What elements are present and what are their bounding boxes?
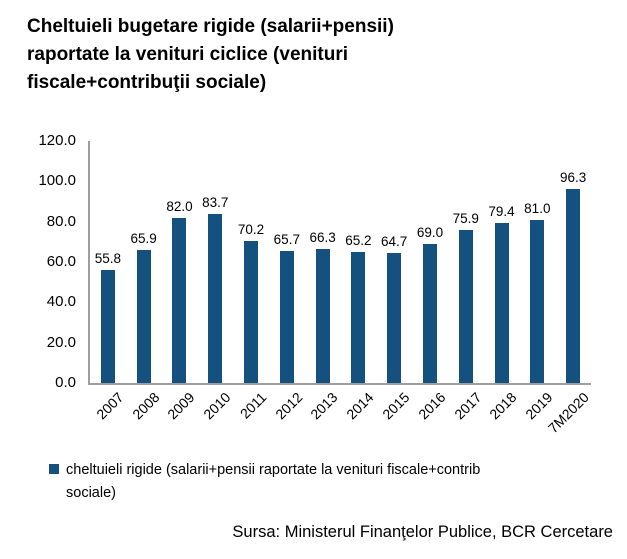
- bar-2011: [244, 241, 259, 383]
- y-tick-label: 60.0: [46, 253, 76, 270]
- bar-value-label: 81.0: [524, 200, 551, 216]
- x-axis-tick-labels: 2007 2008 2009 2010 2011 2012 2013 2014 2015 2016…: [90, 389, 592, 451]
- bar-2019: [530, 219, 545, 383]
- bar-2010: [208, 214, 223, 383]
- source-attribution: Sursa: Ministerul Finanţelor Publice, BC…: [232, 523, 613, 541]
- bar-value-label: 82.0: [166, 198, 193, 214]
- bar-value-label: 65.2: [345, 232, 372, 248]
- y-tick-label: 0.0: [55, 374, 76, 391]
- x-tick-label-2013: 2013: [307, 389, 341, 423]
- bar-value-label: 70.2: [237, 222, 265, 238]
- y-tick-label: 100.0: [38, 172, 76, 190]
- bar-value-label: 64.7: [381, 233, 408, 249]
- bar-value-label: 83.7: [202, 195, 229, 211]
- x-tick-label-2017: 2017: [450, 389, 485, 423]
- bar-value-label: 69.0: [416, 224, 444, 240]
- y-axis-tick-labels: 120.0 100.0 80.0 60.0 40.0 20.0 0.0: [0, 132, 76, 391]
- bar-value-label: 79.4: [488, 203, 515, 219]
- chart-legend: cheltuieli rigide (salarii+pensii raport…: [49, 459, 594, 505]
- bar-2018: [494, 222, 509, 383]
- bar-2008: [136, 250, 151, 383]
- bar-7M2020: [566, 188, 581, 383]
- bar-2007: [100, 270, 115, 383]
- bar-2015: [387, 252, 402, 383]
- y-tick-label: 80.0: [46, 212, 76, 230]
- y-tick-label: 40.0: [46, 293, 76, 311]
- x-tick-label-2011: 2011: [236, 389, 270, 422]
- bar-2014: [351, 251, 366, 383]
- x-tick-label-2012: 2012: [271, 389, 306, 423]
- y-tick-label: 120.0: [38, 132, 76, 149]
- x-tick-label-2007: 2007: [92, 389, 127, 423]
- x-tick-label-2010: 2010: [200, 389, 234, 423]
- x-tick-label-2008: 2008: [128, 389, 163, 423]
- plot-area: 55.8 65.9 82.0 83.7 70.2 65.7 66.3 65.2 64.7 69.0…: [88, 141, 591, 385]
- bar-2013: [315, 249, 330, 383]
- legend-square-marker-icon: [49, 464, 59, 474]
- bar-value-label: 65.7: [273, 231, 300, 247]
- bar-value-label: 75.9: [452, 210, 479, 226]
- x-tick-label-2018: 2018: [486, 389, 520, 423]
- bar-2012: [279, 250, 294, 383]
- x-tick-label-2015: 2015: [379, 389, 413, 423]
- bar-value-label: 66.3: [309, 230, 336, 246]
- y-tick-label: 20.0: [46, 333, 76, 351]
- bar-value-label: 96.3: [559, 169, 587, 185]
- bar-2016: [422, 243, 437, 383]
- legend-label: cheltuieli rigide (salarii+pensii raport…: [66, 462, 481, 501]
- x-tick-label-2016: 2016: [414, 389, 449, 423]
- bar-value-label: 55.8: [94, 251, 122, 267]
- bar-value-label: 65.9: [130, 231, 157, 247]
- x-tick-label-2014: 2014: [343, 389, 377, 423]
- x-tick-label-2009: 2009: [164, 389, 198, 423]
- bar-2017: [458, 229, 473, 383]
- chart-title: Cheltuieli bugetare rigide (salarii+pens…: [27, 16, 394, 93]
- bar-2009: [172, 217, 187, 383]
